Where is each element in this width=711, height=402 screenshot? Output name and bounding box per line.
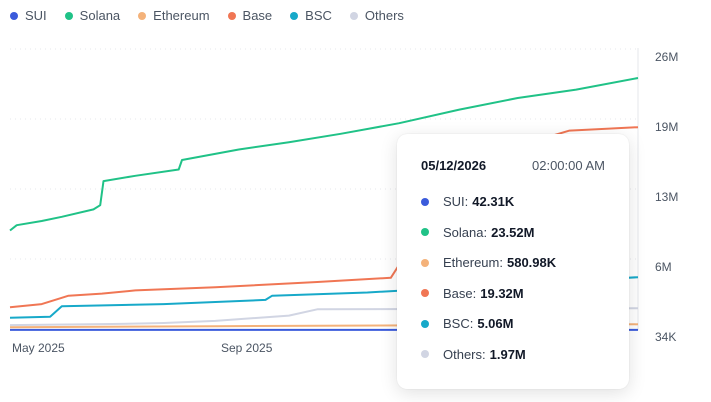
legend-item-bsc[interactable]: BSC [290, 8, 332, 23]
x-tick-label: Sep 2025 [221, 341, 273, 355]
tooltip-series-value: 19.32M [480, 285, 524, 301]
tooltip-series-value: 580.98K [506, 255, 557, 270]
tooltip-dot [421, 197, 429, 206]
tooltip-series-value: 1.97M [489, 346, 526, 362]
y-axis-ticks: 26M 19M 13M 6M 34K [655, 50, 678, 344]
tooltip-row-ethereum: Ethereum: 580.98K [421, 255, 556, 270]
legend-label: SUI [25, 8, 47, 23]
legend-dot [227, 11, 236, 20]
legend-dot [10, 11, 18, 20]
legend-item-sui[interactable]: SUI [10, 8, 47, 23]
series-line-bsc [9, 276, 639, 319]
legend-dot [349, 11, 358, 20]
y-tick-label: 19M [655, 120, 678, 134]
legend-dot [290, 11, 299, 20]
legend-label: Ethereum [153, 8, 210, 23]
tooltip-header: 05/12/2026 02:00:00 AM [421, 158, 605, 173]
tooltip-date: 05/12/2026 [421, 158, 487, 173]
tooltip-series-name: Ethereum: [443, 255, 503, 270]
y-tick-label: 34K [655, 330, 676, 344]
tooltip-series-name: Others: [443, 346, 486, 362]
tooltip-row-solana: Solana: 23.52M [421, 225, 534, 240]
x-tick-label: May 2025 [12, 341, 65, 355]
tooltip-series-value: 42.31K [472, 194, 515, 209]
legend-item-others[interactable]: Others [349, 8, 404, 23]
legend-label: Others [364, 8, 404, 23]
tooltip-series-value: 23.52M [491, 224, 535, 240]
legend-dot [138, 11, 147, 20]
series-line-others [9, 307, 639, 327]
tooltip-dot [421, 289, 429, 297]
x-axis-ticks: May 2025 Sep 2025 [12, 341, 273, 355]
tooltip-series-name: SUI: [443, 194, 469, 209]
tooltip-series-name: BSC: [443, 316, 474, 331]
data-tooltip: 05/12/2026 02:00:00 AM SUI: 42.31K Solana:… [397, 134, 629, 389]
tooltip-row-others: Others: 1.97M [421, 347, 526, 362]
legend-label: Base [242, 8, 273, 23]
tooltip-row-sui: SUI: 42.31K [421, 194, 514, 209]
tooltip-dot [421, 350, 429, 358]
legend-item-solana[interactable]: Solana [64, 8, 121, 23]
tooltip-series-name: Base: [443, 285, 477, 301]
tooltip-series-name: Solana: [443, 224, 488, 240]
tooltip-time: 02:00:00 AM [532, 158, 605, 173]
y-tick-label: 6M [655, 260, 672, 274]
legend-dot [64, 11, 73, 20]
tooltip-dot [421, 228, 429, 236]
chart-legend: SUI Solana Ethereum Base BSC Others [10, 8, 404, 23]
legend-item-ethereum[interactable]: Ethereum [138, 8, 210, 23]
tooltip-dot [421, 319, 429, 328]
legend-item-base[interactable]: Base [227, 8, 273, 23]
tooltip-series-value: 5.06M [477, 316, 514, 331]
legend-label: BSC [305, 8, 332, 23]
series-line-solana [9, 77, 639, 232]
tooltip-dot [421, 258, 429, 267]
tooltip-row-bsc: BSC: 5.06M [421, 316, 513, 331]
y-tick-label: 13M [655, 190, 678, 204]
y-tick-label: 26M [655, 50, 678, 64]
tooltip-row-base: Base: 19.32M [421, 286, 524, 301]
legend-label: Solana [79, 8, 121, 23]
